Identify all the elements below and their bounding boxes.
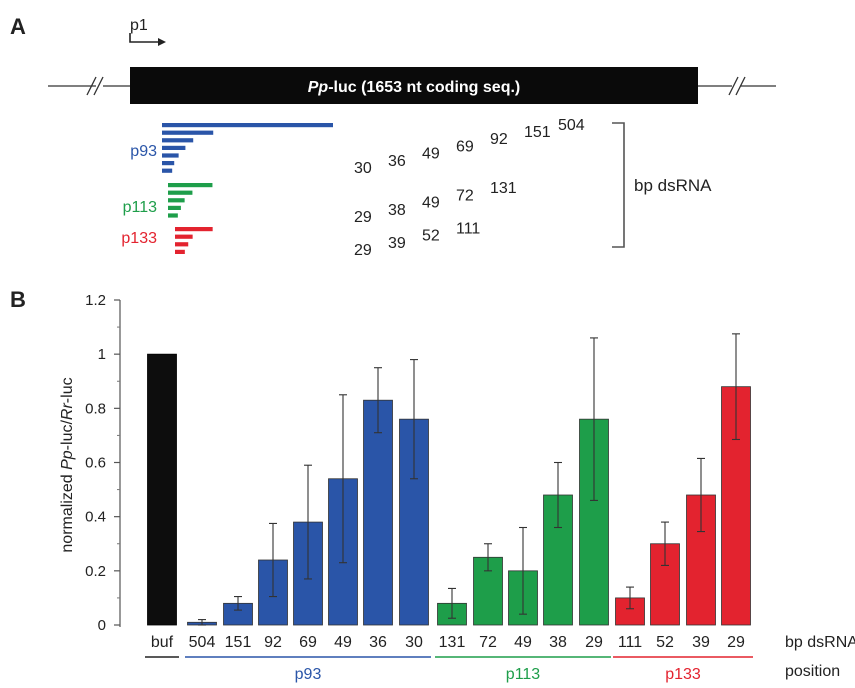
dsrna-group-label: p113	[123, 199, 158, 216]
coding-sequence-label: Pp-luc (1653 nt coding seq.)	[308, 79, 520, 96]
bars	[147, 353, 751, 626]
dsrna-bar	[168, 198, 185, 203]
dsrna-bar	[175, 227, 213, 232]
bracket	[612, 122, 625, 248]
x-tick-label: 30	[405, 634, 423, 651]
break-mark-left-2	[93, 76, 104, 96]
break-mark-right-2	[735, 76, 746, 96]
error-bars	[198, 333, 740, 626]
panel-b-label: B	[10, 287, 26, 312]
dsrna-bars	[162, 123, 333, 254]
position-axis-label: position	[785, 663, 840, 680]
x-tick-label: 49	[334, 634, 352, 651]
dsrna-length-label: 49	[422, 195, 440, 212]
x-tick-label: 111	[618, 634, 642, 651]
x-tick-label: 29	[585, 634, 603, 651]
break-mark-left-1	[86, 76, 97, 96]
dsrna-length-label: 72	[456, 187, 474, 204]
x-tick-label: 52	[656, 634, 674, 651]
group-position-label: p93	[295, 666, 322, 683]
dsrna-length-label: 36	[388, 153, 406, 170]
x-tick-label: 36	[369, 634, 387, 651]
dsrna-length-label: 151	[524, 124, 551, 141]
x-tick-label: 38	[549, 634, 567, 651]
y-tick-label: 0.2	[85, 563, 106, 580]
panel-a-label: A	[10, 14, 26, 39]
dsrna-length-label: 39	[388, 235, 406, 252]
dsrna-length-label: 49	[422, 146, 440, 163]
dsrna-bar	[168, 183, 213, 188]
x-tick-label: 49	[514, 634, 532, 651]
x-tick-label: 151	[225, 634, 252, 651]
y-ticks: 0 0.2 0.4 0.6 0.8 1 1.2	[85, 292, 120, 634]
break-mark-right-1	[728, 76, 739, 96]
y-tick-label: 1.2	[85, 292, 106, 309]
x-tick-labels: buf 504 151 92 69 49 36 30 131 72 49 38 29 111 52 39 29	[151, 634, 745, 651]
dsrna-bar	[162, 123, 333, 128]
dsrna-bar	[162, 168, 173, 173]
x-tick-label: 92	[264, 634, 282, 651]
dsrna-length-label: 69	[456, 138, 474, 155]
dsrna-length-label: 52	[422, 228, 440, 245]
dsrna-bar	[175, 249, 185, 254]
y-tick-label: 0	[98, 617, 106, 634]
dsrna-length-label: 29	[354, 209, 372, 226]
dsrna-length-label: 38	[388, 202, 406, 219]
dsrna-bar	[162, 153, 179, 158]
group-underlines: p93 p113 p133	[145, 656, 753, 683]
dsrna-length-label: 131	[490, 180, 517, 197]
bar	[147, 353, 177, 626]
x-tick-label: 69	[299, 634, 317, 651]
group-position-label: p133	[665, 666, 701, 683]
coding-sequence-box	[130, 67, 698, 104]
y-tick-label: 0.4	[85, 509, 106, 526]
dsrna-length-label: 504	[558, 117, 585, 134]
dsrna-length-label: 92	[490, 131, 508, 148]
promoter-arrow-head	[158, 38, 166, 46]
dsrna-bar	[175, 242, 189, 247]
bar	[363, 399, 393, 626]
dsrna-group-labels: p93 p113 p133	[121, 143, 157, 247]
y-tick-label: 0.8	[85, 400, 106, 417]
dsrna-bar	[162, 145, 186, 150]
dsrna-bar	[168, 205, 181, 210]
x-tick-label: 39	[692, 634, 710, 651]
dsrna-group-label: p93	[130, 143, 157, 160]
dsrna-length-label: 30	[354, 160, 372, 177]
group-position-label: p113	[506, 666, 541, 683]
dsrna-bar	[168, 190, 193, 195]
x-tick-label: buf	[151, 634, 174, 651]
x-tick-label: 131	[439, 634, 466, 651]
dsrna-bar	[162, 161, 175, 166]
bp-dsrna-axis-label: bp dsRNA	[785, 634, 855, 651]
dsrna-bar	[162, 138, 194, 143]
promoter-arrow-line	[129, 33, 158, 43]
y-axis-label: normalized Pp-luc/Rr-luc	[59, 377, 76, 552]
dsrna-length-labels: 30 36 49 69 92 151 504 29 38 49 72 131 29 39 52 111	[354, 117, 585, 259]
promoter-label: p1	[130, 17, 148, 34]
x-tick-label: 504	[189, 634, 216, 651]
dsrna-bar	[162, 130, 214, 135]
dsrna-group-label: p133	[121, 230, 157, 247]
bracket-label: bp dsRNA	[634, 176, 712, 195]
dsrna-length-label: 111	[456, 220, 480, 237]
dsrna-bar	[175, 234, 193, 239]
dsrna-length-label: 29	[354, 242, 372, 259]
dsrna-bar	[168, 213, 178, 218]
x-tick-label: 72	[479, 634, 497, 651]
y-tick-label: 0.6	[85, 455, 106, 472]
x-tick-label: 29	[727, 634, 745, 651]
y-tick-label: 1	[98, 346, 106, 363]
